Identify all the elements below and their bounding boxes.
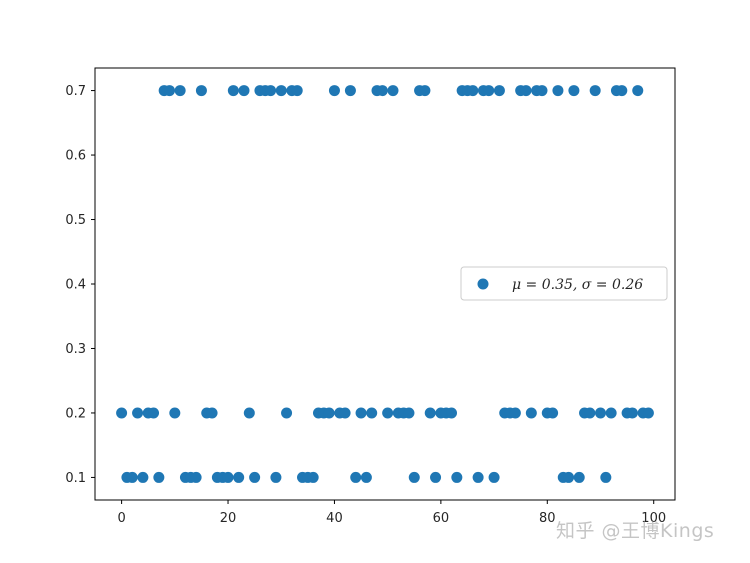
watermark: 知乎 @王博Kings	[556, 520, 715, 542]
data-point	[206, 407, 218, 419]
data-point	[355, 407, 367, 419]
data-point	[568, 85, 580, 97]
data-point	[424, 407, 436, 419]
data-point	[488, 471, 500, 483]
data-point	[227, 85, 239, 97]
data-point	[430, 471, 442, 483]
y-tick-label: 0.7	[65, 84, 86, 99]
data-point	[605, 407, 617, 419]
data-point	[547, 407, 559, 419]
data-point	[190, 471, 202, 483]
data-point	[328, 85, 340, 97]
data-point	[243, 407, 255, 419]
data-point	[632, 85, 644, 97]
data-point	[536, 85, 548, 97]
data-point	[339, 407, 351, 419]
y-tick-label: 0.3	[65, 342, 86, 357]
data-point	[642, 407, 654, 419]
data-point	[195, 85, 207, 97]
y-tick-label: 0.5	[65, 213, 86, 228]
data-point	[366, 407, 378, 419]
data-point	[387, 85, 399, 97]
y-tick-label: 0.1	[65, 471, 86, 486]
x-tick-label: 40	[326, 511, 343, 526]
data-point	[344, 85, 356, 97]
x-axis-ticks: 0 20 40 60 80 100	[117, 500, 666, 526]
data-point	[446, 407, 458, 419]
data-point	[132, 407, 144, 419]
data-point	[626, 407, 638, 419]
data-point	[116, 407, 128, 419]
data-point	[563, 471, 575, 483]
data-point	[376, 85, 388, 97]
data-points	[116, 85, 654, 483]
data-point	[520, 85, 532, 97]
data-point	[249, 471, 261, 483]
legend: μ = 0.35, σ = 0.26	[460, 266, 668, 301]
data-point	[148, 407, 160, 419]
data-point	[350, 471, 362, 483]
data-point	[509, 407, 521, 419]
data-point	[174, 85, 186, 97]
legend-marker	[477, 278, 489, 290]
data-point	[382, 407, 394, 419]
data-point	[126, 471, 138, 483]
data-point	[483, 85, 495, 97]
data-point	[307, 471, 319, 483]
data-point	[270, 471, 282, 483]
data-point	[408, 471, 420, 483]
data-point	[451, 471, 463, 483]
y-tick-label: 0.2	[65, 406, 86, 421]
x-tick-label: 60	[433, 511, 450, 526]
x-tick-label: 20	[220, 511, 237, 526]
data-point	[616, 85, 628, 97]
data-point	[281, 407, 293, 419]
data-point	[525, 407, 537, 419]
data-point	[589, 85, 601, 97]
data-point	[323, 407, 335, 419]
data-point	[222, 471, 234, 483]
data-point	[153, 471, 165, 483]
data-point	[163, 85, 175, 97]
x-tick-label: 80	[539, 511, 556, 526]
data-point	[595, 407, 607, 419]
x-tick-label: 100	[641, 511, 666, 526]
legend-label: μ = 0.35, σ = 0.26	[512, 277, 643, 293]
data-point	[238, 85, 250, 97]
data-point	[265, 85, 277, 97]
data-point	[467, 85, 479, 97]
data-point	[360, 471, 372, 483]
y-axis-ticks: 0.1 0.2 0.3 0.4 0.5 0.6 0.7	[65, 84, 95, 486]
data-point	[573, 471, 585, 483]
y-tick-label: 0.4	[65, 278, 86, 293]
x-tick-label: 0	[117, 511, 125, 526]
data-point	[137, 471, 149, 483]
data-point	[403, 407, 415, 419]
data-point	[169, 407, 181, 419]
y-tick-label: 0.6	[65, 149, 86, 164]
data-point	[291, 85, 303, 97]
data-point	[584, 407, 596, 419]
data-point	[419, 85, 431, 97]
data-point	[600, 471, 612, 483]
data-point	[493, 85, 505, 97]
data-point	[472, 471, 484, 483]
data-point	[552, 85, 564, 97]
data-point	[233, 471, 245, 483]
legend-box	[460, 266, 668, 301]
data-point	[275, 85, 287, 97]
